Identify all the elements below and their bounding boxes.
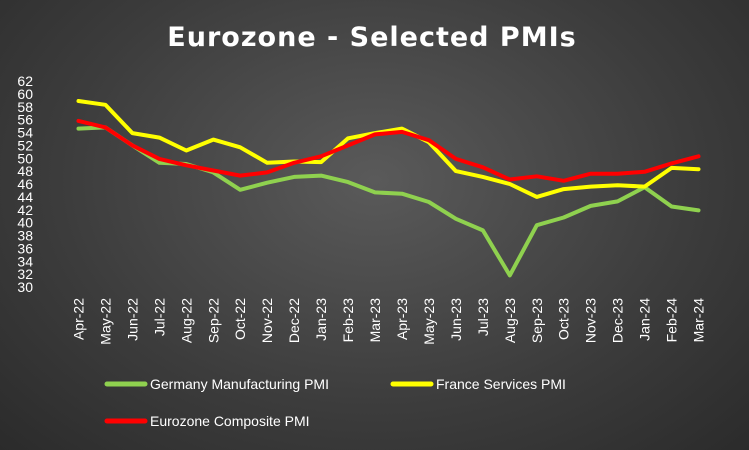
legend-item: Eurozone Composite PMI: [104, 413, 310, 429]
x-tick-label: May-22: [97, 298, 113, 345]
y-tick-label: 48: [17, 163, 33, 179]
series-lines: [76, 99, 701, 278]
y-tick-label: 52: [17, 137, 33, 153]
y-tick-label: 58: [17, 99, 33, 115]
x-tick-label: Mar-24: [691, 298, 707, 343]
y-tick-label: 60: [17, 86, 33, 102]
x-tick-label: Jan-23: [313, 298, 329, 341]
y-tick-label: 62: [17, 73, 33, 89]
x-tick-label: Aug-22: [178, 298, 194, 343]
y-tick-label: 42: [17, 202, 33, 218]
x-tick-label: Jul-22: [151, 298, 167, 336]
legend-label: Germany Manufacturing PMI: [150, 376, 329, 392]
x-tick-label: May-23: [421, 298, 437, 345]
y-tick-label: 50: [17, 150, 33, 166]
x-tick-label: Jul-23: [475, 298, 491, 336]
x-tick-label: Feb-23: [340, 298, 356, 343]
y-tick-label: 34: [17, 253, 33, 269]
series-line-1: [76, 125, 701, 278]
y-tick-label: 44: [17, 189, 33, 205]
series-line-2: [76, 99, 701, 199]
x-axis: Apr-22 May-22 Jun-22 Jul-22 Aug-22 Sep-22 Oct-…: [71, 298, 707, 345]
x-tick-label: Nov-23: [583, 298, 599, 343]
x-tick-label: Jan-24: [637, 298, 653, 341]
series-line-3: [76, 118, 701, 183]
x-tick-label: Oct-22: [232, 298, 248, 340]
x-tick-label: Dec-23: [610, 298, 626, 343]
x-tick-label: Jun-22: [124, 298, 140, 341]
x-tick-label: Mar-23: [367, 298, 383, 343]
x-tick-label: Apr-22: [71, 298, 87, 340]
legend-label: Eurozone Composite PMI: [150, 413, 310, 429]
x-tick-label: Oct-23: [556, 298, 572, 340]
y-tick-label: 54: [17, 125, 33, 141]
legend-item: Germany Manufacturing PMI: [104, 376, 329, 392]
x-tick-label: Feb-24: [664, 298, 680, 343]
y-tick-label: 32: [17, 266, 33, 282]
x-tick-label: Dec-22: [286, 298, 302, 343]
y-tick-label: 46: [17, 176, 33, 192]
y-tick-label: 38: [17, 228, 33, 244]
y-tick-label: 36: [17, 240, 33, 256]
y-tick-label: 56: [17, 112, 33, 128]
x-tick-label: Aug-23: [502, 298, 518, 343]
x-tick-label: Nov-22: [259, 298, 275, 343]
legend-label: France Services PMI: [436, 376, 566, 392]
chart-title: Eurozone - Selected PMIs: [167, 22, 576, 53]
x-tick-label: Sep-23: [529, 298, 545, 343]
x-tick-label: Sep-22: [205, 298, 221, 343]
y-tick-label: 40: [17, 215, 33, 231]
legend-item: France Services PMI: [390, 376, 566, 392]
x-tick-label: Apr-23: [394, 298, 410, 340]
x-tick-label: Jun-23: [448, 298, 464, 341]
y-tick-label: 30: [17, 279, 33, 295]
legend: Germany Manufacturing PMI France Services…: [104, 376, 566, 429]
